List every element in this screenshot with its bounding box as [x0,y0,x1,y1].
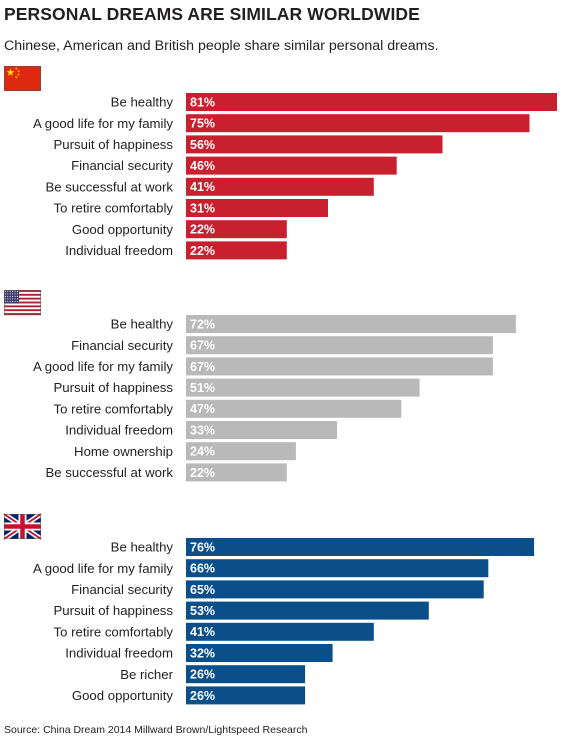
value-label: 22% [190,244,215,258]
bar [186,156,397,175]
chart-panel-uk: Be healthy 76% A good life for my family 66… [33,538,535,705]
bar [186,220,287,239]
category-label: A good life for my family [33,359,173,374]
value-label: 66% [190,562,215,576]
category-label: Be healthy [111,95,174,110]
value-label: 33% [190,423,215,437]
value-label: 81% [190,95,215,109]
usa-flag-icon [4,290,41,316]
bar [186,93,557,111]
value-label: 67% [190,360,215,374]
bar [186,241,287,260]
bar [186,378,420,397]
category-label: Be successful at work [45,465,173,480]
category-label: Financial security [71,582,173,597]
value-label: 46% [190,159,215,173]
category-label: Good opportunity [72,222,174,237]
bar [186,538,535,556]
category-label: Individual freedom [65,646,173,661]
bar [186,463,287,482]
category-label: Home ownership [74,444,173,459]
category-label: Be successful at work [45,179,173,194]
bar [186,601,429,620]
chart-title: PERSONAL DREAMS ARE SIMILAR WORLDWIDE [4,4,420,24]
category-label: A good life for my family [33,561,173,576]
value-label: 31% [190,201,215,215]
category-label: Pursuit of happiness [54,380,174,395]
bar [186,442,296,461]
value-label: 67% [190,339,215,353]
chart-subtitle: Chinese, American and British people sha… [4,38,439,54]
value-label: 76% [190,540,215,554]
bar [186,114,530,133]
value-label: 22% [190,466,215,480]
bar [186,559,489,578]
category-label: Pursuit of happiness [54,603,174,618]
value-label: 72% [190,317,215,331]
category-label: Be healthy [111,317,174,332]
source-note: Source: China Dream 2014 Millward Brown/… [4,724,308,736]
category-label: To retire comfortably [54,201,174,216]
value-label: 47% [190,402,215,416]
bar [186,336,493,355]
category-label: To retire comfortably [54,624,174,639]
value-label: 53% [190,604,215,618]
value-label: 22% [190,223,215,237]
value-label: 65% [190,583,215,597]
bar [186,580,484,599]
bar [186,421,338,439]
category-label: Good opportunity [72,688,174,703]
category-label: Individual freedom [65,423,173,438]
bar [186,315,516,333]
bar [186,177,374,196]
bar [186,399,402,418]
category-label: Financial security [71,158,173,173]
category-label: Financial security [71,338,173,353]
value-label: 41% [190,180,215,194]
category-label: Be healthy [111,540,174,555]
chart-panel-china: Be healthy 81% A good life for my family 75… [33,93,557,260]
bar [186,686,306,705]
china-flag-icon [4,66,41,91]
category-label: Be richer [120,667,173,682]
value-label: 41% [190,625,215,639]
bar [186,665,306,684]
value-label: 26% [190,689,215,703]
category-label: Pursuit of happiness [54,137,174,152]
value-label: 51% [190,381,215,395]
value-label: 26% [190,668,215,682]
value-label: 56% [190,138,215,152]
category-label: To retire comfortably [54,401,174,416]
category-label: Individual freedom [65,243,173,258]
value-label: 24% [190,445,215,459]
value-label: 32% [190,646,215,660]
bar [186,357,493,376]
value-label: 75% [190,117,215,131]
bar [186,199,328,217]
bar [186,622,374,641]
uk-flag-icon [2,511,43,542]
category-label: A good life for my family [33,116,173,131]
bar [186,135,443,154]
bar [186,644,333,662]
chart-panel-usa: Be healthy 72% Financial security 67% A good… [33,315,516,482]
